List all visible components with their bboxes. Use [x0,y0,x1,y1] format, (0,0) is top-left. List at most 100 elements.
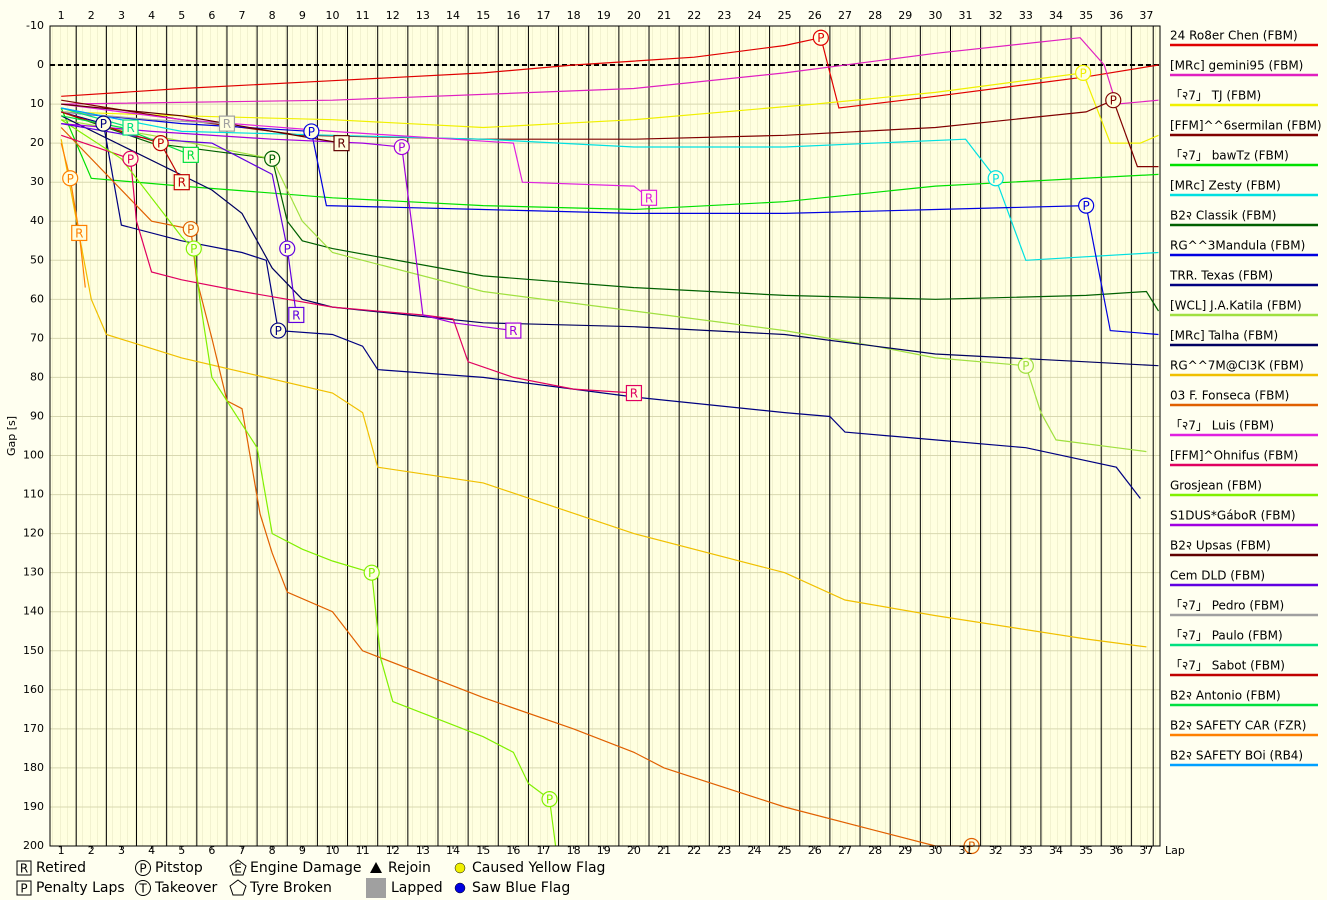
x-tick-label: 31 [959,844,973,857]
legend-label: Retired [36,860,86,876]
y-tick-label: 80 [30,370,44,383]
legend-label: [MRc] Talha (FBM) [1170,329,1278,343]
legend-label: TRR. Texas (FBM) [1169,269,1273,283]
pitstop-marker [279,240,296,257]
event-label: P [67,172,74,186]
series-line [61,119,1147,453]
lines [60,36,1160,846]
legend-symbol [135,880,151,896]
legend-label: [FFM]^Ohnifus (FBM) [1170,449,1298,463]
event-label: P [546,793,553,807]
x-tick-label: 4 [148,844,155,857]
y-tick-label: 90 [30,409,44,422]
x-tick-label: 27 [838,9,852,22]
legend-label: B2२ Antonio (FBM) [1170,689,1281,703]
x-tick-label: 37 [1139,9,1153,22]
y-tick-label: 10 [30,97,44,110]
legend-label: [MRc] gemini95 (FBM) [1170,59,1303,73]
event-label: P [398,141,405,155]
legend-label: Tyre Broken [249,880,332,896]
x-tick-label: 23 [717,9,731,22]
x-tick-label: 19 [597,844,611,857]
series-line [61,111,1159,336]
legend-label: 24 Ro8er Chen (FBM) [1170,29,1298,43]
x-tick-label: 7 [239,9,246,22]
retired-marker [71,224,88,242]
event-label: R [126,121,134,135]
y-tick-label: 160 [23,683,44,696]
pitstop-marker [270,322,287,339]
series-line [61,72,1159,144]
event-label: R [630,387,638,401]
x-tick-label: 14 [446,9,460,22]
pitstop-marker [1075,64,1092,81]
x-tick-label: 32 [989,844,1003,857]
y-axis-label: Gap [s] [5,416,18,456]
event-label: R [75,226,83,240]
pitstop-marker [182,220,199,238]
x-tick-label: 24 [748,844,762,857]
x-tick-label: 34 [1049,844,1063,857]
event-label: P [308,125,315,139]
retired-marker [122,119,139,136]
pitstop-marker [987,170,1004,187]
retired-marker [333,135,350,152]
pitstop-marker [152,135,169,152]
x-tick-label: 19 [597,9,611,22]
x-tick-label: 7 [239,844,246,857]
series-line [61,123,514,332]
event-label: P [269,152,276,166]
x-tick-label: 8 [269,844,276,857]
x-tick-label: 1 [58,844,65,857]
x-tick-label: 9 [299,844,306,857]
x-tick-label: 16 [506,844,520,857]
x-tick-label: 10 [325,9,339,22]
event-label: P [100,117,107,131]
pitstop-marker [303,123,320,140]
x-tick-label: 12 [386,9,400,22]
legend-symbol [16,860,32,876]
x-tick-label: 25 [778,844,792,857]
x-tick-label: 4 [148,9,155,22]
series-line [61,107,1159,261]
x-tick-label: 28 [868,9,882,22]
x-tick-label: 26 [808,9,822,22]
minor-grid [50,26,1160,846]
x-tick-label: 6 [208,844,215,857]
event-label: R [187,148,195,162]
series-line [60,142,86,288]
x-tick-label: 23 [717,844,731,857]
x-tick-label: 29 [898,9,912,22]
legend-label: 「२7」 Sabot (FBM) [1170,659,1285,673]
legend-label: 03 F. Fonseca (FBM) [1170,389,1289,403]
event-label: P [284,242,291,256]
y-tick-label: 0 [37,58,44,71]
retired-marker [173,174,190,191]
retired-marker [640,189,658,206]
pitstop-marker [363,564,380,581]
y-tick-label: 190 [23,800,44,813]
y-tick-label: 200 [23,839,44,852]
series-line [60,127,972,846]
x-tick-label: 30 [928,9,942,22]
event-label: R [178,176,186,190]
x-tick-label: 11 [356,9,370,22]
series-line [61,103,650,199]
legend-symbol [16,880,32,896]
event-label: R [223,117,231,131]
event-label: P [1080,66,1087,80]
event-label: R [509,324,517,338]
legend-label: 「२7」 bawTz (FBM) [1170,149,1289,163]
legend-label: Penalty Laps [36,880,125,896]
event-label: R [337,137,345,151]
x-tick-label: 3 [118,844,125,857]
legend-label: B2२ Upsas (FBM) [1170,539,1271,553]
x-tick-label: 24 [748,9,762,22]
y-tick-label: 70 [30,331,44,344]
y-tick-label: 60 [30,292,44,305]
event-label: P [157,137,164,151]
legend-symbol [366,878,386,898]
legend-symbol-letter: E [234,862,242,876]
legend-symbol-letter: R [20,862,28,876]
